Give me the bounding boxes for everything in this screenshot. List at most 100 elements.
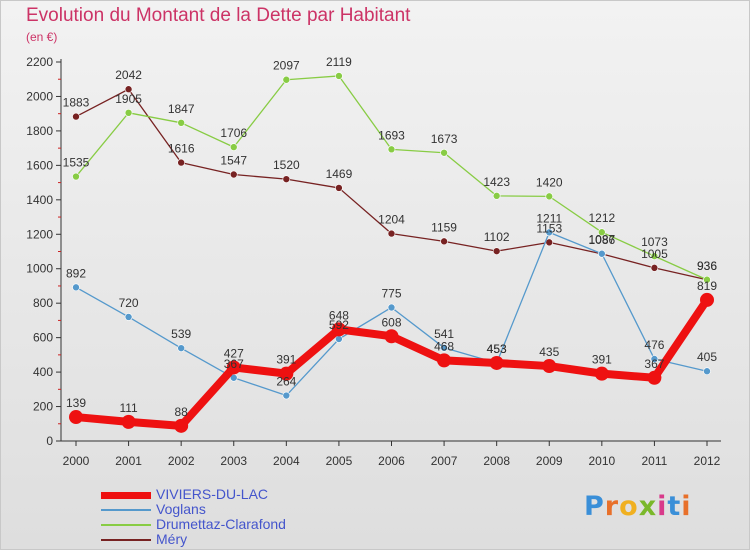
legend-label: Méry <box>156 531 188 547</box>
legend-swatch <box>101 524 151 526</box>
data-point-m-ry <box>229 170 238 179</box>
data-point-m-ry <box>440 237 448 246</box>
data-label-m-ry: 1883 <box>63 96 90 110</box>
data-label-m-ry: 1547 <box>220 153 247 167</box>
data-label-m-ry: 1086 <box>588 233 615 247</box>
data-label-drumettaz-clarafond: 1073 <box>641 235 668 249</box>
legend-swatch <box>101 539 151 541</box>
data-point-viviers-du-lac <box>437 353 452 368</box>
data-label-viviers-du-lac: 648 <box>329 308 349 322</box>
legend-label: VIVIERS-DU-LAC <box>156 486 269 502</box>
data-label-voglans: 476 <box>644 338 664 352</box>
logo-letter: r <box>604 491 620 522</box>
data-point-m-ry <box>72 112 80 121</box>
data-label-m-ry: 1102 <box>484 230 510 244</box>
data-label-voglans: 720 <box>119 296 139 310</box>
data-label-voglans: 1211 <box>536 211 562 225</box>
data-label-m-ry: 1520 <box>273 158 300 172</box>
data-point-drumettaz-clarafond <box>72 172 80 181</box>
data-point-viviers-du-lac <box>331 322 346 337</box>
data-label-viviers-du-lac: 453 <box>487 342 507 356</box>
data-point-drumettaz-clarafond <box>545 192 554 201</box>
data-label-m-ry: 2042 <box>115 68 142 82</box>
data-label-viviers-du-lac: 468 <box>434 339 454 353</box>
legend-label: Voglans <box>156 501 206 517</box>
data-label-viviers-du-lac: 435 <box>539 345 559 359</box>
data-label-drumettaz-clarafond: 1535 <box>63 156 90 170</box>
data-point-drumettaz-clarafond <box>703 275 711 284</box>
data-label-viviers-du-lac: 111 <box>119 401 138 415</box>
data-point-voglans <box>124 313 133 321</box>
data-label-viviers-du-lac: 391 <box>276 353 296 367</box>
proxiti-logo: Proxiti <box>584 491 692 522</box>
data-point-voglans <box>72 283 80 292</box>
logo-letter: t <box>667 491 682 522</box>
y-tick-label: 0 <box>46 434 53 448</box>
data-label-viviers-du-lac: 427 <box>224 346 244 360</box>
data-label-viviers-du-lac: 88 <box>174 405 188 419</box>
data-label-voglans: 1087 <box>588 233 615 247</box>
data-label-drumettaz-clarafond: 936 <box>697 259 717 273</box>
data-point-drumettaz-clarafond <box>282 75 291 84</box>
data-label-voglans: 367 <box>224 357 244 371</box>
x-tick-label: 2001 <box>115 454 142 468</box>
data-point-drumettaz-clarafond <box>229 143 238 151</box>
logo-letter: i <box>657 491 668 522</box>
x-tick-label: 2000 <box>63 454 90 468</box>
data-point-drumettaz-clarafond <box>124 109 133 117</box>
data-label-drumettaz-clarafond: 2119 <box>326 55 352 69</box>
data-label-drumettaz-clarafond: 1673 <box>431 132 458 146</box>
data-point-voglans <box>703 367 711 376</box>
y-tick-label: 400 <box>33 365 53 379</box>
data-point-m-ry <box>282 175 291 183</box>
y-tick-label: 600 <box>33 331 53 345</box>
data-label-voglans: 264 <box>276 375 296 389</box>
data-label-viviers-du-lac: 367 <box>644 357 664 371</box>
y-tick-label: 1000 <box>26 262 53 276</box>
x-tick-label: 2011 <box>642 454 668 468</box>
data-point-drumettaz-clarafond <box>335 72 343 80</box>
data-point-viviers-du-lac <box>174 418 189 433</box>
data-point-m-ry <box>492 247 501 255</box>
data-point-drumettaz-clarafond <box>440 148 448 157</box>
data-label-m-ry: 936 <box>697 259 717 273</box>
data-label-m-ry: 1204 <box>378 213 405 227</box>
data-label-viviers-du-lac: 391 <box>592 353 612 367</box>
chart-unit: (en €) <box>26 30 58 44</box>
data-point-m-ry <box>335 184 343 192</box>
logo-letter: i <box>681 491 692 522</box>
x-tick-label: 2008 <box>483 454 510 468</box>
chart-title: Evolution du Montant de la Dette par Hab… <box>26 5 411 26</box>
x-tick-label: 2009 <box>536 454 563 468</box>
y-tick-label: 2000 <box>26 89 53 103</box>
data-point-viviers-du-lac <box>279 366 294 381</box>
data-label-voglans: 892 <box>66 266 86 280</box>
data-label-drumettaz-clarafond: 1420 <box>536 175 563 189</box>
data-point-voglans <box>177 344 185 352</box>
data-label-drumettaz-clarafond: 1706 <box>220 126 247 140</box>
x-tick-label: 2003 <box>220 454 247 468</box>
logo-letter: P <box>584 491 605 522</box>
data-point-viviers-du-lac <box>226 360 241 375</box>
data-point-m-ry <box>387 229 396 238</box>
legend-swatch <box>101 492 151 499</box>
data-label-voglans: 775 <box>381 286 401 300</box>
data-label-voglans: 453 <box>487 342 507 356</box>
data-label-voglans: 541 <box>434 327 454 341</box>
data-point-voglans <box>387 303 396 312</box>
data-point-viviers-du-lac <box>69 410 83 425</box>
data-label-drumettaz-clarafond: 1212 <box>588 211 615 225</box>
data-label-drumettaz-clarafond: 1693 <box>378 128 405 142</box>
x-tick-label: 2004 <box>273 454 300 468</box>
data-point-viviers-du-lac <box>700 292 714 307</box>
data-point-m-ry <box>650 264 659 272</box>
y-tick-label: 800 <box>33 296 53 310</box>
data-point-drumettaz-clarafond <box>650 252 659 260</box>
y-tick-label: 1600 <box>26 158 53 172</box>
data-point-voglans <box>598 249 606 258</box>
x-tick-label: 2010 <box>588 454 615 468</box>
logo-letter: x <box>638 491 658 522</box>
y-tick-label: 200 <box>33 400 53 414</box>
